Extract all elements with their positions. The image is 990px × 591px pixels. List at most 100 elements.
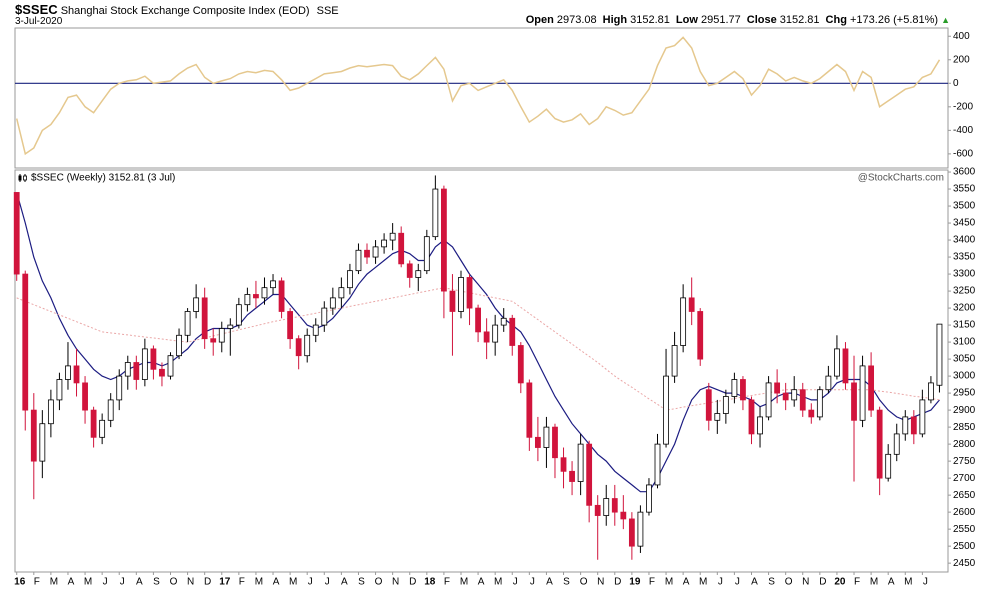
y-tick-label: 3300 — [953, 269, 976, 280]
candle-body — [432, 188, 439, 238]
candle-body — [82, 382, 88, 411]
candle-body — [936, 323, 943, 386]
x-tick-label: S — [563, 577, 570, 588]
watermark: @StockCharts.com — [858, 173, 944, 184]
candle-body — [116, 375, 123, 401]
candle-body — [628, 518, 635, 547]
x-tick-label: A — [546, 577, 553, 588]
candle-body — [287, 311, 294, 340]
candle-body — [876, 409, 883, 479]
candle-body — [441, 188, 447, 292]
x-tick-label: J — [120, 577, 125, 588]
quote-value: 2951.77 — [700, 14, 741, 26]
candle-body — [39, 423, 46, 462]
x-tick-label: N — [392, 577, 399, 588]
x-tick-label: N — [187, 577, 194, 588]
x-tick-label: J — [718, 577, 723, 588]
candle-body — [210, 338, 217, 343]
x-tick-label: M — [289, 577, 297, 588]
candle-body — [782, 392, 789, 401]
x-tick-label: M — [870, 577, 878, 588]
candle-body — [312, 324, 319, 336]
x-tick-label: M — [699, 577, 707, 588]
y-tick-label: 3450 — [953, 218, 976, 229]
candle-body — [893, 433, 900, 455]
candle-body — [646, 484, 652, 513]
candle-body — [423, 236, 430, 272]
candle-body — [167, 355, 174, 377]
candle-body — [475, 307, 481, 333]
x-tick-label: A — [68, 577, 75, 588]
candle-body — [697, 311, 704, 360]
candle-body — [526, 382, 533, 438]
x-tick-label: A — [888, 577, 895, 588]
candle-body — [176, 334, 182, 357]
y-tick-label: 400 — [953, 31, 970, 42]
candle-body — [705, 389, 712, 421]
x-tick-label: J — [308, 577, 313, 588]
x-tick-label: F — [444, 577, 450, 588]
y-tick-label: 3250 — [953, 286, 976, 297]
x-tick-label: A — [751, 577, 758, 588]
candle-body — [740, 379, 746, 401]
candle-body — [611, 498, 618, 513]
y-tick-label: 3500 — [953, 201, 976, 212]
candle-body — [620, 511, 627, 520]
x-tick-label: F — [649, 577, 655, 588]
candle-body — [688, 297, 695, 312]
candle-body — [825, 375, 832, 391]
x-tick-label: D — [819, 577, 826, 588]
y-tick-label: 2500 — [953, 541, 976, 552]
x-tick-label: M — [665, 577, 673, 588]
candle-body — [483, 331, 490, 343]
candle-body — [389, 232, 396, 241]
x-tick-label: M — [50, 577, 58, 588]
candle-body — [492, 324, 499, 343]
candle-body — [244, 294, 251, 306]
candle-body — [295, 338, 302, 357]
x-tick-label: J — [923, 577, 928, 588]
x-tick-label: J — [530, 577, 535, 588]
y-tick-label: 2900 — [953, 405, 976, 416]
x-tick-label: F — [34, 577, 40, 588]
x-tick-label: M — [494, 577, 502, 588]
candle-body — [808, 409, 815, 418]
x-tick-label: D — [409, 577, 416, 588]
candle-body — [253, 294, 259, 299]
candle-body — [90, 409, 97, 438]
candle-body — [748, 399, 755, 435]
index-name: Shanghai Stock Exchange Composite Index … — [60, 5, 310, 17]
x-tick-label: J — [735, 577, 740, 588]
candle-body — [47, 399, 54, 425]
x-tick-label: A — [273, 577, 280, 588]
candle-body — [834, 348, 840, 377]
x-tick-label: J — [513, 577, 518, 588]
candle-body — [842, 348, 849, 384]
candle-body — [415, 270, 422, 278]
candle-body — [184, 311, 191, 336]
x-tick-label: M — [84, 577, 92, 588]
x-tick-label: A — [341, 577, 348, 588]
x-tick-label: O — [580, 577, 588, 588]
x-tick-label: A — [683, 577, 690, 588]
x-tick-label: J — [325, 577, 330, 588]
candle-body — [381, 239, 387, 248]
candle-body — [218, 328, 225, 343]
candle-body — [663, 375, 669, 445]
x-tick-label: O — [375, 577, 383, 588]
candle-body — [500, 317, 507, 326]
quote-value: 3152.81 — [779, 14, 820, 26]
candle-body — [321, 307, 328, 326]
candle-body — [517, 345, 524, 384]
x-tick-label: N — [802, 577, 809, 588]
candle-body — [124, 362, 131, 377]
quote: Open 2973.08 High 3152.81 Low 2951.77 Close… — [520, 14, 950, 26]
candle-body — [885, 453, 892, 479]
x-tick-label: J — [103, 577, 108, 588]
candle-body — [458, 277, 464, 312]
candle-body — [637, 511, 644, 547]
candle-body — [227, 324, 234, 329]
candle-body — [329, 297, 336, 309]
candle-body — [603, 498, 610, 516]
